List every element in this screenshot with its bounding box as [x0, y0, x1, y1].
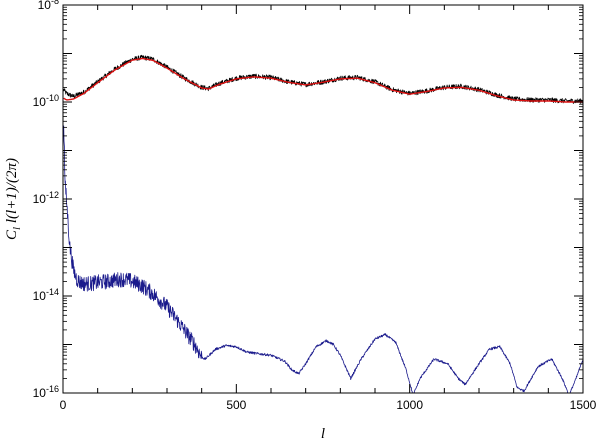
y-axis-title-main: C [4, 229, 20, 240]
plot-area [63, 5, 583, 393]
y-tick-label: 10-8 [38, 0, 59, 12]
y-axis-title-sub: l [11, 227, 23, 230]
series-layer [63, 54, 583, 393]
y-tick-label: 10-12 [33, 190, 59, 206]
y-axis-title: Cl l(l+1)/(2π) [4, 158, 23, 240]
x-tick-label: 1500 [570, 398, 597, 412]
y-axis-title-rest: l(l+1)/(2π) [4, 158, 20, 227]
plot-frame [62, 4, 584, 394]
series-line-3 [63, 125, 583, 393]
series-line-2 [63, 57, 583, 103]
x-axis-title: l [321, 426, 325, 442]
y-tick-label: 10-14 [33, 287, 59, 303]
x-tick-label: 500 [226, 398, 246, 412]
ticks-layer [62, 4, 584, 394]
x-tick-label: 1000 [396, 398, 423, 412]
y-tick-label: 10-10 [33, 93, 59, 109]
tick-labels: 0 500 1000 1500 10-8 10-10 10-12 10-14 10-16 [33, 0, 597, 412]
y-tick-label: 10-16 [33, 384, 59, 400]
x-tick-label: 0 [60, 398, 67, 412]
svg-text:Cl l(l+1)/(2π): Cl l(l+1)/(2π) [4, 158, 23, 240]
